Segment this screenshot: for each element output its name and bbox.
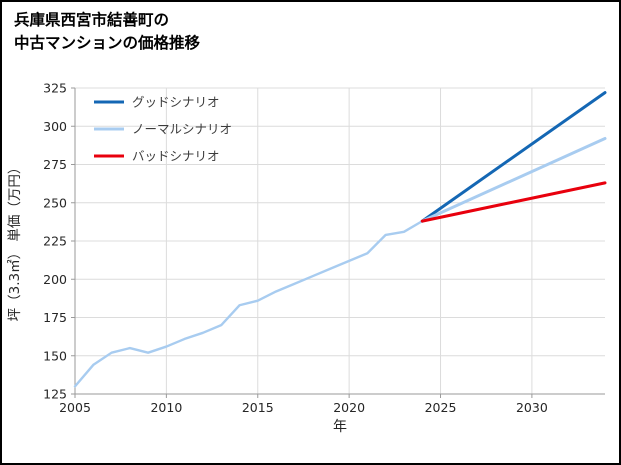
y-tick-label: 275	[43, 157, 67, 172]
y-tick-label: 300	[43, 119, 67, 134]
y-tick-label: 225	[43, 234, 67, 249]
y-tick-label: 150	[43, 348, 67, 363]
x-tick-label: 2030	[516, 400, 548, 415]
scenario-line-0	[420, 91, 607, 223]
chart-title-line1: 兵庫県西宮市結善町の	[14, 12, 170, 29]
x-tick-label: 2015	[242, 400, 274, 415]
legend-label-2: バッドシナリオ	[132, 149, 220, 164]
x-tick-label: 2025	[425, 400, 457, 415]
legend-label-1: ノーマルシナリオ	[132, 122, 232, 137]
y-tick-label: 200	[43, 272, 67, 287]
y-tick-label: 125	[43, 387, 67, 402]
y-tick-label: 325	[43, 81, 67, 96]
x-tick-label: 2010	[150, 400, 182, 415]
scenario-line-1	[420, 136, 607, 223]
legend-label-0: グッドシナリオ	[132, 95, 220, 110]
chart-title-line2: 中古マンションの価格推移	[14, 35, 201, 53]
y-axis-title: 坪（3.3㎡） 単価（万円）	[7, 161, 23, 322]
y-tick-label: 175	[43, 310, 67, 325]
history-price-line	[73, 219, 424, 388]
scenario-line-2	[420, 181, 607, 223]
x-axis-title: 年	[333, 419, 347, 435]
y-tick-label: 250	[43, 195, 67, 210]
x-tick-label: 2005	[59, 400, 91, 415]
x-tick-label: 2020	[333, 400, 365, 415]
chart-title: 兵庫県西宮市結善町の 中古マンションの価格推移	[14, 9, 200, 56]
